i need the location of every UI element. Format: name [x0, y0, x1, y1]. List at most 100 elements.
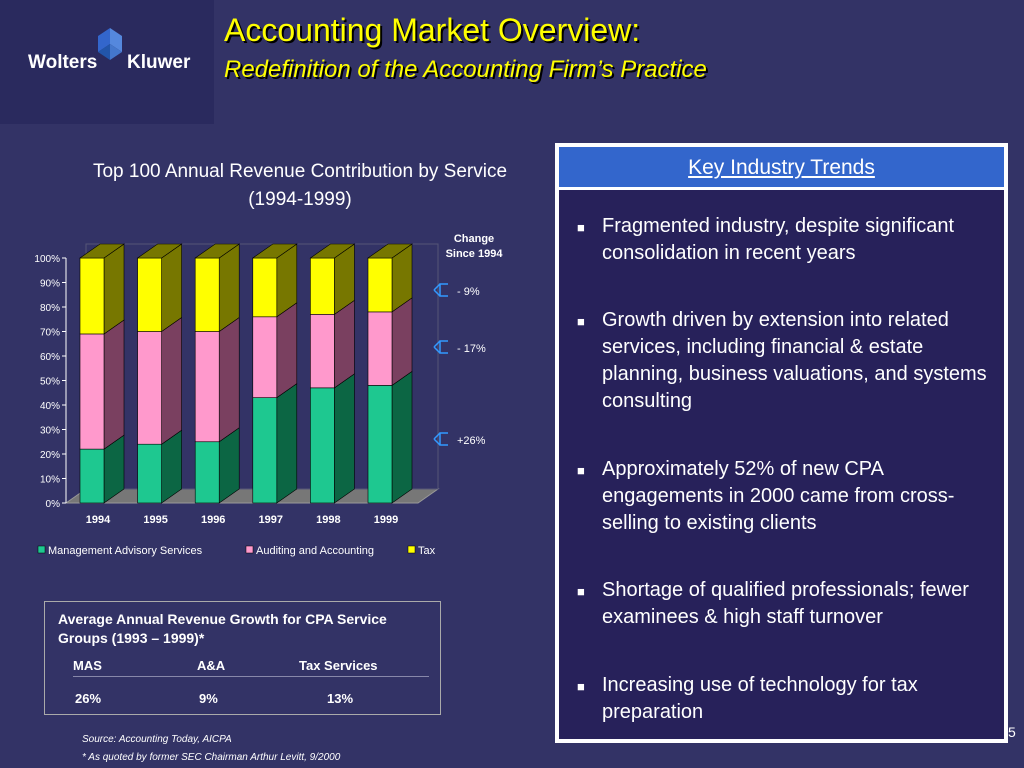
key-trends-panel: Key Industry Trends ■ Fragmented industry… — [555, 143, 1008, 743]
bar-top — [79, 243, 125, 259]
legend-swatch — [245, 545, 254, 554]
bar-aa — [252, 316, 278, 398]
trend-bullet: ■ Increasing use of technology for tax pr… — [577, 672, 997, 726]
key-trends-heading: Key Industry Trends — [688, 156, 875, 179]
trend-text: Growth driven by extension into related … — [602, 309, 987, 412]
change-label: - 17% — [457, 343, 486, 355]
bar-side-mas — [334, 373, 355, 504]
trend-text: Fragmented industry, despite significant… — [602, 215, 955, 264]
y-tick-label: 10% — [40, 475, 60, 486]
y-tick-label: 30% — [40, 426, 60, 437]
growth-value-mas: 26% — [75, 691, 102, 706]
bullet-icon: ■ — [577, 679, 585, 694]
bar-side-tax — [161, 243, 182, 333]
bullet-icon: ■ — [577, 463, 585, 478]
bar-tax — [252, 257, 278, 318]
bar-side-mas — [276, 383, 298, 504]
legend-swatch — [407, 545, 416, 554]
trend-text: Shortage of qualified professionals; few… — [602, 579, 969, 628]
trend-text: Increasing use of technology for tax pre… — [602, 674, 918, 723]
trend-bullet: ■ Approximately 52% of new CPA engagement… — [577, 456, 997, 537]
y-tick-label: 100% — [34, 254, 60, 265]
logo-text-left: Wolters — [28, 52, 98, 73]
page-title: Accounting Market Overview: — [224, 12, 641, 48]
bar-top — [251, 243, 298, 259]
chart-title-line1: Top 100 Annual Revenue Contribution by S… — [92, 161, 508, 182]
legend-label: Tax — [418, 545, 436, 557]
page-subtitle: Redefinition of the Accounting Firm’s Pr… — [224, 56, 707, 83]
footnote: * As quoted by former SEC Chairman Arthu… — [82, 752, 341, 763]
bar-side-tax — [218, 243, 240, 333]
bar-aa — [310, 314, 335, 389]
logo-text-right: Kluwer — [127, 52, 191, 73]
y-tick-label: 50% — [40, 377, 60, 388]
bar-top — [309, 243, 356, 259]
bar-side-tax — [103, 243, 125, 335]
logo: Wolters Kluwer — [0, 0, 214, 124]
bar-mas — [310, 387, 335, 504]
bar-aa — [194, 331, 220, 443]
bar-side-aa — [218, 316, 240, 443]
bar-tax — [79, 257, 105, 335]
trend-bullet: ■ Fragmented industry, despite significan… — [577, 213, 997, 267]
legend-label: Management Advisory Services — [48, 545, 203, 557]
bar-mas — [194, 441, 220, 504]
stacked-bar-chart: 0% 10% 20% 30% 40% 50% 60% 70% 80% 90% 100% 1994 199… — [34, 233, 504, 557]
bar-mas — [79, 448, 105, 504]
change-label: +26% — [457, 435, 486, 447]
bullet-icon: ■ — [577, 314, 585, 329]
change-arrow-icon — [433, 283, 448, 297]
growth-table: Average Annual Revenue Growth for CPA Se… — [44, 601, 441, 715]
y-tick-label: 20% — [40, 450, 60, 461]
bar-side-aa — [161, 316, 182, 445]
growth-value-tax: 13% — [327, 691, 354, 706]
y-tick-label: 40% — [40, 401, 60, 412]
trend-text: Approximately 52% of new CPA engagements… — [602, 458, 955, 534]
y-tick-label: 60% — [40, 352, 60, 363]
change-arrow-icon — [433, 340, 448, 354]
growth-table-divider — [73, 676, 429, 677]
bar-side-aa — [103, 319, 125, 450]
x-tick-label: 1994 — [86, 514, 111, 526]
trend-bullet: ■ Shortage of qualified professionals; fe… — [577, 577, 997, 631]
bar-top — [194, 243, 241, 259]
bar-aa — [367, 311, 393, 386]
bar-tax — [310, 257, 335, 315]
logo-icon — [98, 28, 122, 60]
bar-mas — [367, 385, 393, 504]
bar-aa — [137, 331, 162, 445]
y-tick-label: 70% — [40, 328, 60, 339]
change-arrow-icon — [433, 432, 448, 446]
growth-table-title: Average Annual Revenue Growth for CPA Se… — [58, 611, 387, 646]
page-number: 5 — [1008, 724, 1016, 740]
legend-label: Auditing and Accounting — [256, 545, 374, 557]
bullet-icon: ■ — [577, 220, 585, 235]
growth-header-mas: MAS — [73, 658, 102, 673]
growth-header-aa: A&A — [197, 658, 226, 673]
key-trends-header: Key Industry Trends — [559, 147, 1004, 187]
bullet-icon: ■ — [577, 584, 585, 599]
bar-top — [367, 243, 413, 259]
chart-title-line2: (1994-1999) — [248, 189, 352, 210]
bar-side-mas — [391, 370, 413, 504]
source-note: Source: Accounting Today, AICPA — [82, 734, 232, 745]
bar-mas — [137, 443, 162, 504]
y-tick-label: 0% — [46, 499, 61, 510]
trend-bullet: ■ Growth driven by extension into related… — [577, 307, 997, 415]
bar-tax — [137, 257, 162, 332]
bar-side-aa — [391, 297, 413, 386]
x-tick-label: 1996 — [201, 514, 225, 526]
change-header-line2: Since 1994 — [446, 248, 504, 260]
change-label: - 9% — [457, 286, 480, 298]
change-header-line1: Change — [454, 233, 494, 245]
x-tick-label: 1997 — [259, 514, 283, 526]
growth-value-aa: 9% — [199, 691, 218, 706]
y-tick-label: 90% — [40, 279, 60, 290]
x-tick-label: 1999 — [374, 514, 398, 526]
bar-top — [136, 243, 183, 259]
bar-aa — [79, 333, 105, 450]
bar-mas — [252, 397, 278, 504]
legend-swatch — [37, 545, 46, 554]
bar-side-aa — [276, 302, 298, 399]
x-tick-label: 1998 — [316, 514, 340, 526]
